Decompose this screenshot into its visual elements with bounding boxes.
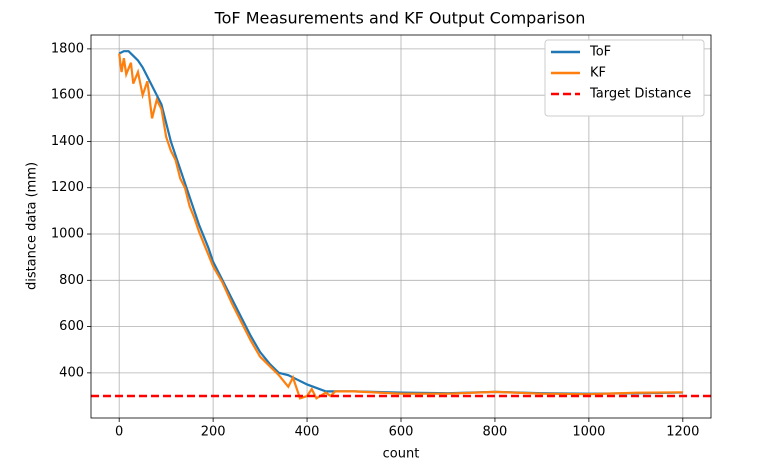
legend-label: ToF [589, 45, 611, 60]
y-tick-label: 1400 [51, 134, 84, 149]
plot-frame [90, 34, 712, 419]
y-tick-label: 1000 [51, 227, 84, 242]
y-tick-label: 1200 [51, 180, 84, 195]
y-tick-label: 800 [59, 273, 84, 288]
x-tick-label: 800 [483, 425, 508, 440]
y-tick-label: 1800 [51, 41, 84, 56]
series-line [118, 53, 683, 400]
x-tick-label: 1000 [572, 425, 605, 440]
x-tick-label: 0 [115, 425, 123, 440]
x-tick-label: 400 [295, 425, 320, 440]
y-tick-label: 600 [59, 319, 84, 334]
x-tick-label: 200 [201, 425, 226, 440]
y-tick-label: 1600 [51, 88, 84, 103]
legend-box [544, 39, 705, 117]
x-tick-label: 1200 [666, 425, 699, 440]
x-axis-label: count [383, 447, 420, 462]
legend-label: Target Distance [589, 87, 691, 102]
legend-label: KF [590, 66, 606, 81]
chart-title: ToF Measurements and KF Output Compariso… [214, 9, 586, 28]
y-axis-label: distance data (mm) [25, 162, 40, 290]
plot-area [91, 50, 711, 400]
x-tick-label: 600 [389, 425, 414, 440]
y-tick-label: 400 [59, 365, 84, 380]
